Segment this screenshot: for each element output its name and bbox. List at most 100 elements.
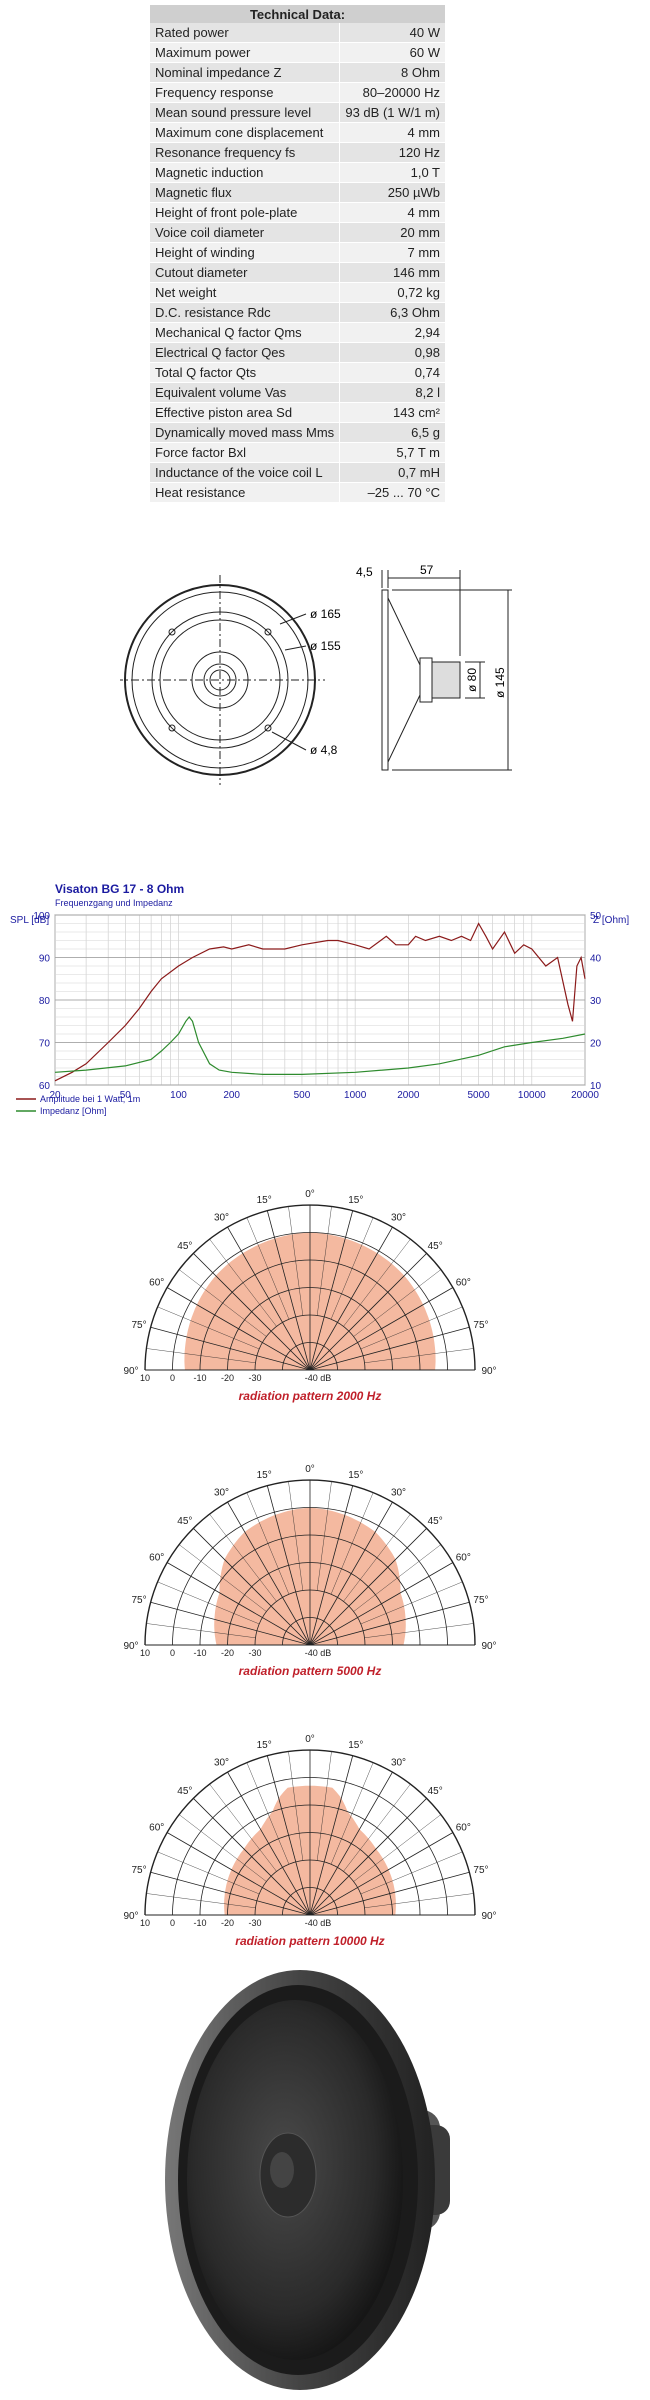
- ring-label: -10: [193, 1918, 206, 1928]
- ring-label: -40 dB: [305, 1648, 332, 1658]
- spec-value: 8,2 l: [339, 382, 445, 403]
- spec-row: Force factor Bxl 5,7 T m: [150, 442, 445, 463]
- spec-label: Cutout diameter: [150, 262, 340, 283]
- angle-label: 15°: [348, 1740, 363, 1751]
- x-tick-label: 20000: [571, 1090, 599, 1101]
- angle-label: 75°: [131, 1595, 146, 1606]
- spl-series-line: [54, 922, 586, 1082]
- spec-value: 120 Hz: [339, 142, 445, 163]
- angle-label: 45°: [428, 1786, 443, 1797]
- angle-label: 15°: [348, 1470, 363, 1481]
- spec-row: Rated power 40 W: [150, 23, 445, 43]
- y-tick-label: 70: [39, 1039, 51, 1050]
- polar-plot-5000hz: 0°15° 15°30° 30°45° 45°60° 60°75° 75°90° 90°10…: [123, 1464, 496, 1678]
- x-tick-label: 1000: [344, 1090, 367, 1101]
- spec-row: Total Q factor Qts 0,74: [150, 362, 445, 383]
- spec-label: Electrical Q factor Qes: [150, 342, 340, 363]
- spec-value: 20 mm: [339, 222, 445, 243]
- technical-data-table: Technical Data: Rated power 40 W Maximum p…: [150, 5, 445, 503]
- angle-label: 45°: [428, 1516, 443, 1527]
- spec-row: Height of winding 7 mm: [150, 242, 445, 263]
- spec-value: 5,7 T m: [339, 442, 445, 463]
- spec-row: Effective piston area Sd 143 cm²: [150, 402, 445, 423]
- angle-label: 90°: [481, 1366, 496, 1377]
- x-tick-label: 5000: [468, 1090, 491, 1101]
- angle-label: 60°: [149, 1823, 164, 1834]
- angle-label: 0°: [305, 1189, 315, 1200]
- angle-label: 15°: [257, 1195, 272, 1206]
- spec-label: Nominal impedance Z: [150, 62, 340, 83]
- ring-label: 0: [170, 1648, 175, 1658]
- spec-value: 8 Ohm: [339, 62, 445, 83]
- speaker-side-view: [381, 570, 512, 771]
- polar-caption: radiation pattern 2000 Hz: [239, 1389, 382, 1403]
- legend-impedance: Impedanz [Ohm]: [40, 1106, 107, 1116]
- spec-value: 250 µWb: [339, 182, 445, 203]
- spec-value: 6,3 Ohm: [339, 302, 445, 323]
- angle-label: 45°: [177, 1516, 192, 1527]
- spec-label: Inductance of the voice coil L: [150, 462, 340, 483]
- angle-label: 60°: [456, 1553, 471, 1564]
- ring-label: 0: [170, 1373, 175, 1383]
- polar-plot-10000hz: 0°15° 15°30° 30°45° 45°60° 60°75° 75°90° 90°10…: [123, 1734, 496, 1948]
- x-tick-label: 2000: [397, 1090, 420, 1101]
- frequency-response-chart: Visaton BG 17 - 8 Ohm Frequenzgang und I…: [10, 882, 629, 1116]
- spec-value: 146 mm: [339, 262, 445, 283]
- spec-row: Maximum power 60 W: [150, 42, 445, 63]
- angle-label: 90°: [123, 1641, 138, 1652]
- y2-tick-label: 20: [590, 1039, 602, 1050]
- spec-value: 80–20000 Hz: [339, 82, 445, 103]
- spec-row: Cutout diameter 146 mm: [150, 262, 445, 283]
- y2-tick-label: 50: [590, 911, 602, 922]
- angle-label: 75°: [131, 1865, 146, 1876]
- spec-label: D.C. resistance Rdc: [150, 302, 340, 323]
- x-tick-label: 100: [170, 1090, 187, 1101]
- spec-value: 1,0 T: [339, 162, 445, 183]
- spec-row: D.C. resistance Rdc 6,3 Ohm: [150, 302, 445, 323]
- spec-value: 6,5 g: [339, 422, 445, 443]
- spec-label: Heat resistance: [150, 482, 340, 503]
- spec-row: Resonance frequency fs 120 Hz: [150, 142, 445, 163]
- angle-label: 75°: [473, 1595, 488, 1606]
- spec-label: Maximum power: [150, 42, 340, 63]
- spec-row: Dynamically moved mass Mms 6,5 g: [150, 422, 445, 443]
- spec-row: Inductance of the voice coil L 0,7 mH: [150, 462, 445, 483]
- spec-label: Magnetic flux: [150, 182, 340, 203]
- label-d145: ø 145: [493, 667, 507, 698]
- y2-axis-label: Z [Ohm]: [593, 915, 629, 926]
- spec-label: Dynamically moved mass Mms: [150, 422, 340, 443]
- y-tick-label: 90: [39, 954, 51, 965]
- impedance-series-line: [54, 1016, 586, 1075]
- angle-label: 45°: [177, 1786, 192, 1797]
- speaker-photo: [165, 1970, 450, 2390]
- x-tick-label: 500: [294, 1090, 311, 1101]
- angle-label: 90°: [481, 1911, 496, 1922]
- label-d165: ø 165: [310, 607, 341, 621]
- spec-label: Voice coil diameter: [150, 222, 340, 243]
- spec-value: 4 mm: [339, 202, 445, 223]
- legend-spl: Amplitude bei 1 Watt, 1m: [40, 1094, 140, 1104]
- ring-label: -20: [221, 1648, 234, 1658]
- chart-title: Visaton BG 17 - 8 Ohm: [55, 882, 184, 896]
- spec-value: 4 mm: [339, 122, 445, 143]
- angle-label: 60°: [456, 1278, 471, 1289]
- angle-label: 30°: [391, 1213, 406, 1224]
- spec-value: 60 W: [339, 42, 445, 63]
- ring-label: -20: [221, 1373, 234, 1383]
- angle-label: 75°: [131, 1320, 146, 1331]
- spec-row: Electrical Q factor Qes 0,98: [150, 342, 445, 363]
- x-tick-label: 200: [223, 1090, 240, 1101]
- spec-label: Height of winding: [150, 242, 340, 263]
- angle-label: 60°: [149, 1278, 164, 1289]
- angle-label: 75°: [473, 1320, 488, 1331]
- ring-label: 10: [140, 1648, 150, 1658]
- x-tick-label: 10000: [518, 1090, 546, 1101]
- angle-label: 60°: [149, 1553, 164, 1564]
- y-axis-label: SPL [dB]: [10, 915, 49, 926]
- spec-label: Force factor Bxl: [150, 442, 340, 463]
- spec-label: Mean sound pressure level: [150, 102, 340, 123]
- speaker-front-view: [120, 575, 325, 785]
- spec-label: Mechanical Q factor Qms: [150, 322, 340, 343]
- spec-row: Frequency response 80–20000 Hz: [150, 82, 445, 103]
